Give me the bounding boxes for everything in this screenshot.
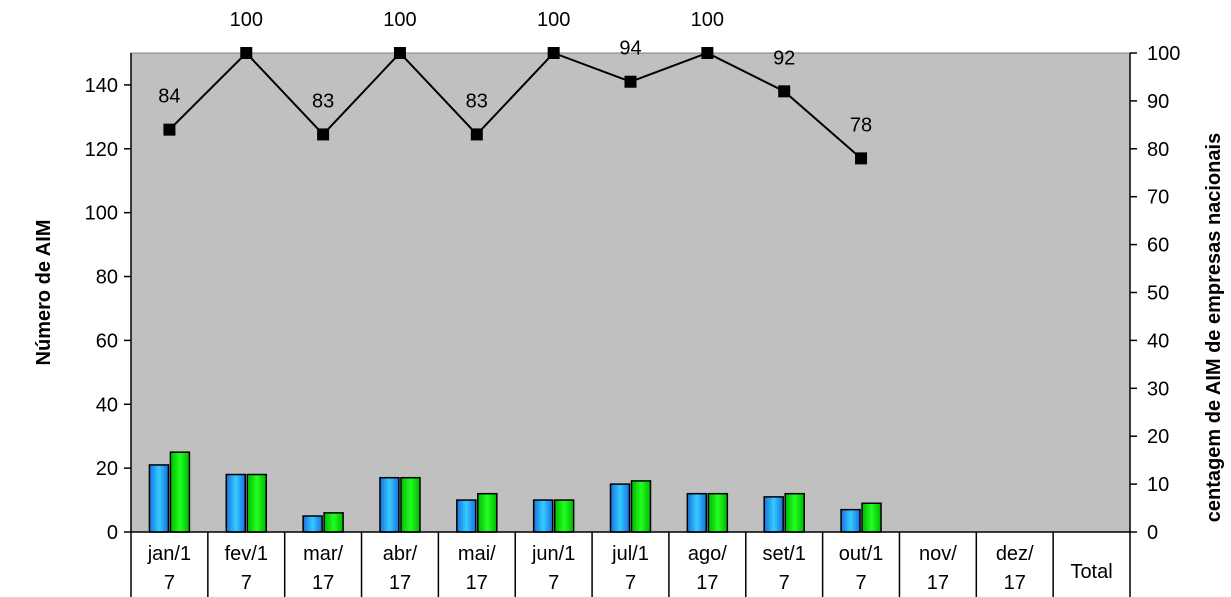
y-tick-label: 140 xyxy=(85,75,118,97)
x-tick-label: 7 xyxy=(625,572,636,594)
data-marker xyxy=(701,47,713,59)
bar xyxy=(149,465,168,532)
y2-tick-label: 70 xyxy=(1147,187,1169,209)
y-tick-label: 120 xyxy=(85,139,118,161)
x-tick-label: Total xyxy=(1070,561,1112,583)
bar xyxy=(708,494,727,532)
data-label: 100 xyxy=(383,9,416,31)
data-marker xyxy=(778,85,790,97)
y-tick-label: 20 xyxy=(96,458,118,480)
bar xyxy=(170,452,189,532)
x-tick-label: nov/ xyxy=(919,543,957,565)
data-label: 83 xyxy=(466,90,488,112)
y2-axis-title: centagem de AIM de empresas nacionais xyxy=(1203,133,1225,522)
bar xyxy=(380,478,399,532)
category-table: jan/1 7 fev/1 7 mar/17 abr/17 mai/17 jun/1 7 jul/… xyxy=(131,532,1130,597)
y2-tick-label: 40 xyxy=(1147,330,1169,352)
data-marker xyxy=(548,47,560,59)
data-marker xyxy=(625,76,637,88)
x-tick-label: 7 xyxy=(855,572,866,594)
bar xyxy=(632,481,651,532)
y2-tick-label: 50 xyxy=(1147,283,1169,305)
bar xyxy=(303,516,322,532)
data-label: 94 xyxy=(619,38,641,60)
y2-tick-label: 20 xyxy=(1147,426,1169,448)
bar xyxy=(324,513,343,532)
data-label: 100 xyxy=(691,9,724,31)
x-tick-label: 7 xyxy=(779,572,790,594)
x-tick-label: 7 xyxy=(241,572,252,594)
data-marker xyxy=(855,152,867,164)
y-axis-title: Número de AIM xyxy=(33,220,55,366)
y2-tick-label: 0 xyxy=(1147,522,1158,544)
data-label: 78 xyxy=(850,114,872,136)
data-label: 92 xyxy=(773,47,795,69)
y2-tick-label: 90 xyxy=(1147,91,1169,113)
x-tick-label: 17 xyxy=(927,572,949,594)
x-tick-label: abr/ xyxy=(383,543,418,565)
x-tick-label: mai/ xyxy=(458,543,496,565)
y-tick-label: 0 xyxy=(107,522,118,544)
x-tick-label: jul/1 xyxy=(611,543,649,565)
y-tick-label: 40 xyxy=(96,394,118,416)
data-label: 83 xyxy=(312,90,334,112)
bar xyxy=(478,494,497,532)
bar xyxy=(764,497,783,532)
x-tick-label: set/1 xyxy=(763,543,806,565)
x-tick-label: 17 xyxy=(696,572,718,594)
bar xyxy=(457,500,476,532)
y-tick-label: 60 xyxy=(96,330,118,352)
x-tick-label: out/1 xyxy=(839,543,883,565)
x-tick-label: 17 xyxy=(466,572,488,594)
bar xyxy=(555,500,574,532)
bar xyxy=(841,510,860,532)
x-tick-label: jun/1 xyxy=(531,543,575,565)
x-tick-label: 7 xyxy=(548,572,559,594)
y-tick-label: 80 xyxy=(96,267,118,289)
data-marker xyxy=(163,124,175,136)
data-label: 100 xyxy=(230,9,263,31)
x-tick-label: 17 xyxy=(1004,572,1026,594)
x-tick-label: 17 xyxy=(389,572,411,594)
bar xyxy=(611,484,630,532)
left-axis: 0 20 40 60 80 100 120 140 xyxy=(85,53,131,544)
y2-tick-label: 60 xyxy=(1147,235,1169,257)
bar xyxy=(401,478,420,532)
bar xyxy=(534,500,553,532)
y2-tick-label: 100 xyxy=(1147,43,1180,65)
bar xyxy=(247,475,266,532)
right-axis: 0 10 20 30 40 50 60 70 80 90 100 xyxy=(1130,43,1180,544)
x-tick-label: ago/ xyxy=(688,543,727,565)
bar xyxy=(226,475,245,532)
data-marker xyxy=(471,128,483,140)
data-label: 84 xyxy=(158,86,180,108)
data-marker xyxy=(394,47,406,59)
bar xyxy=(687,494,706,532)
data-label: 100 xyxy=(537,9,570,31)
x-tick-label: fev/1 xyxy=(225,543,268,565)
data-marker xyxy=(240,47,252,59)
y2-tick-label: 30 xyxy=(1147,378,1169,400)
x-tick-label: mar/ xyxy=(303,543,343,565)
y2-tick-label: 10 xyxy=(1147,474,1169,496)
bar xyxy=(785,494,804,532)
x-tick-label: jan/1 xyxy=(147,543,191,565)
data-marker xyxy=(317,128,329,140)
y-tick-label: 100 xyxy=(85,203,118,225)
plot-area xyxy=(131,53,1130,532)
x-tick-label: 17 xyxy=(312,572,334,594)
y2-tick-label: 80 xyxy=(1147,139,1169,161)
x-tick-label: dez/ xyxy=(996,543,1034,565)
x-tick-label: 7 xyxy=(164,572,175,594)
bar xyxy=(862,503,881,532)
